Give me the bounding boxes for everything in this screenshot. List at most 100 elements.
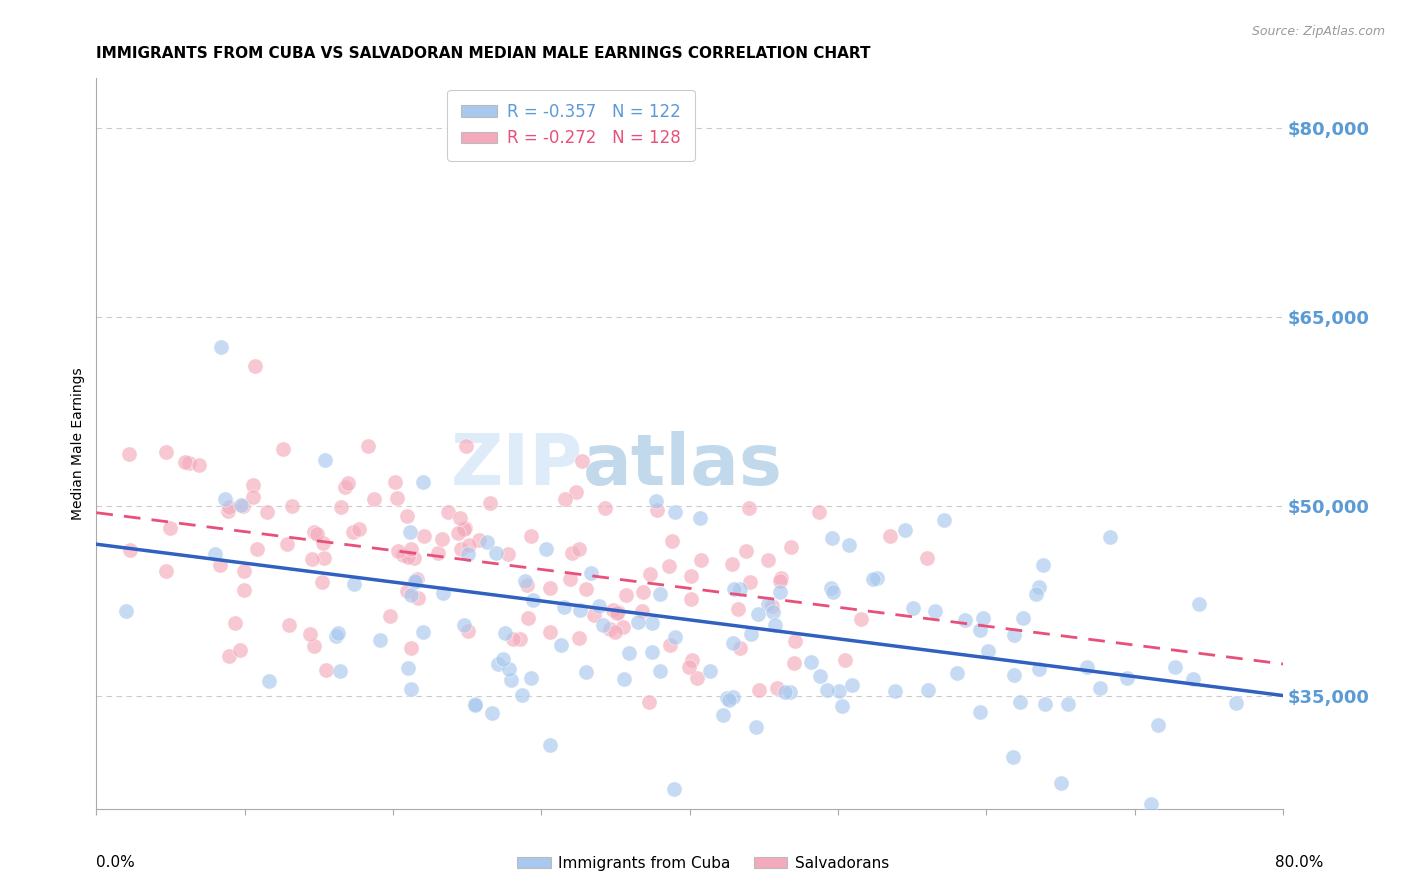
Text: 0.0%: 0.0% — [96, 855, 135, 870]
Point — [638, 695, 661, 709]
Point — [583, 608, 606, 623]
Point — [1050, 776, 1073, 790]
Point — [401, 542, 423, 557]
Point — [494, 626, 516, 640]
Point — [453, 618, 475, 632]
Point — [378, 608, 401, 623]
Point — [661, 533, 683, 548]
Point — [893, 523, 915, 537]
Point — [311, 574, 333, 589]
Point — [650, 665, 672, 679]
Point — [560, 573, 582, 587]
Point — [681, 653, 703, 667]
Point — [392, 548, 415, 562]
Point — [779, 685, 801, 699]
Point — [808, 669, 831, 683]
Point — [834, 653, 856, 667]
Point — [449, 511, 471, 525]
Point — [395, 508, 418, 523]
Point — [730, 641, 752, 656]
Point — [638, 566, 661, 581]
Point — [399, 682, 422, 697]
Point — [257, 674, 280, 689]
Point — [243, 359, 266, 374]
Point — [820, 581, 842, 595]
Point — [917, 683, 939, 698]
Point — [298, 626, 321, 640]
Point — [437, 505, 460, 519]
Point — [457, 547, 479, 561]
Y-axis label: Median Male Earnings: Median Male Earnings — [72, 367, 86, 520]
Point — [658, 558, 681, 573]
Point — [174, 455, 197, 469]
Point — [614, 588, 637, 602]
Point — [571, 454, 593, 468]
Point — [229, 643, 252, 657]
Text: IMMIGRANTS FROM CUBA VS SALVADORAN MEDIAN MALE EARNINGS CORRELATION CHART: IMMIGRANTS FROM CUBA VS SALVADORAN MEDIA… — [97, 46, 870, 62]
Point — [457, 624, 479, 638]
Point — [475, 534, 498, 549]
Point — [1225, 696, 1247, 710]
Point — [399, 641, 422, 656]
Point — [553, 600, 575, 615]
Point — [815, 683, 838, 698]
Point — [538, 581, 561, 595]
Point — [1115, 671, 1137, 685]
Point — [159, 521, 181, 535]
Point — [333, 480, 356, 494]
Point — [766, 681, 789, 695]
Point — [450, 541, 472, 556]
Point — [404, 574, 426, 589]
Point — [456, 439, 478, 453]
Point — [510, 689, 533, 703]
Point — [917, 551, 939, 566]
Point — [117, 447, 139, 461]
Point — [479, 496, 502, 510]
Point — [561, 546, 583, 560]
Point — [399, 588, 422, 602]
Point — [924, 604, 946, 618]
Point — [658, 638, 681, 652]
Point — [679, 569, 702, 583]
Point — [972, 611, 994, 625]
Point — [1002, 628, 1025, 642]
Point — [969, 705, 991, 719]
Point — [769, 584, 792, 599]
Point — [498, 662, 520, 676]
Point — [208, 558, 231, 573]
Point — [281, 499, 304, 513]
Point — [276, 537, 298, 551]
Point — [631, 584, 654, 599]
Point — [827, 684, 849, 698]
Point — [550, 638, 572, 652]
Point — [232, 582, 254, 597]
Point — [763, 617, 786, 632]
Point — [1032, 558, 1054, 572]
Point — [218, 649, 240, 664]
Point — [464, 697, 486, 711]
Point — [314, 551, 336, 566]
Point — [721, 690, 744, 705]
Point — [342, 524, 364, 539]
Point — [329, 664, 352, 678]
Point — [242, 477, 264, 491]
Point — [851, 612, 873, 626]
Point — [686, 671, 709, 685]
Point — [412, 475, 434, 489]
Point — [679, 592, 702, 607]
Point — [301, 551, 323, 566]
Point — [718, 693, 741, 707]
Point — [769, 574, 792, 588]
Point — [224, 615, 246, 630]
Point — [831, 698, 853, 713]
Point — [538, 739, 561, 753]
Point — [554, 492, 576, 507]
Point — [745, 720, 768, 734]
Point — [645, 494, 668, 508]
Point — [699, 664, 721, 678]
Point — [1002, 668, 1025, 682]
Point — [934, 513, 956, 527]
Point — [1098, 530, 1121, 544]
Point — [502, 632, 524, 647]
Point — [1028, 662, 1050, 676]
